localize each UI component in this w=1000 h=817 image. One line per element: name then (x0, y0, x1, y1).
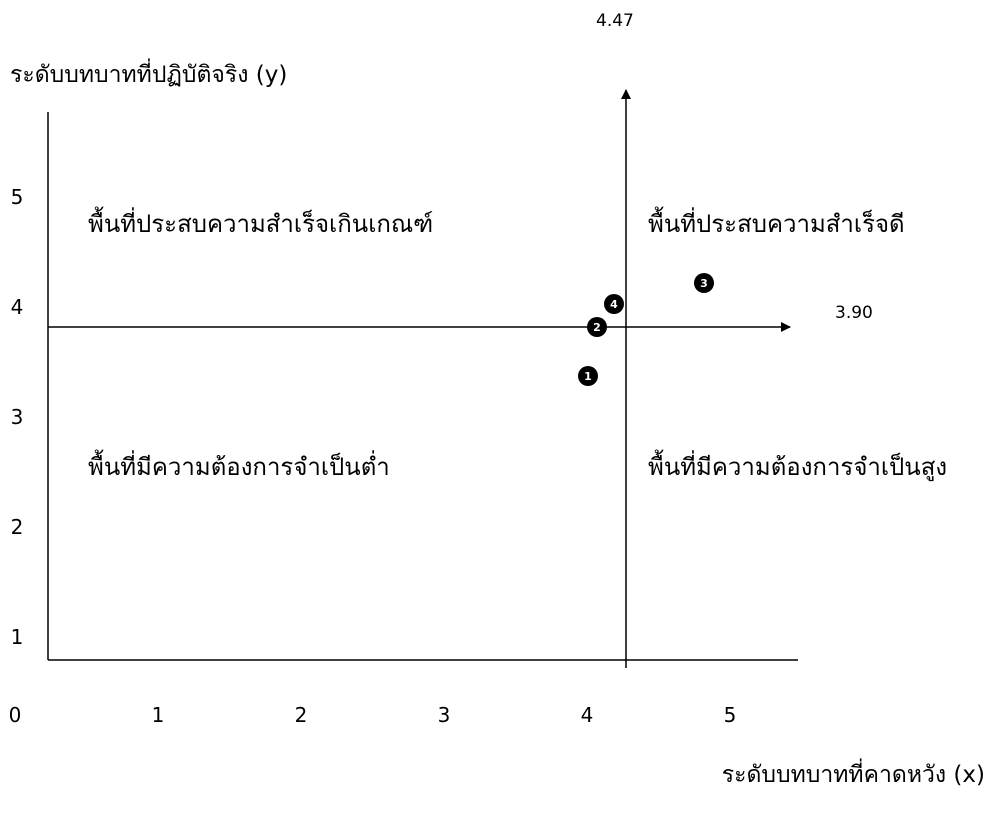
x-tick-label: 4 (581, 703, 594, 727)
x-tick-label: 0 (9, 703, 22, 727)
data-point-label: 1 (584, 370, 592, 383)
data-point-4: 4 (604, 294, 624, 314)
data-point-2: 2 (587, 317, 607, 337)
data-point-marker (587, 317, 607, 337)
tick-labels: 0 1 2 3 4 5 1 2 3 4 5 (9, 185, 737, 727)
quadrant-bottom-left: พื้นที่มีความต้องการจำเป็นต่ำ (88, 449, 390, 481)
x-tick-label: 5 (724, 703, 737, 727)
x-tick-label: 1 (152, 703, 165, 727)
data-point-label: 4 (610, 298, 618, 311)
y-tick-label: 3 (11, 405, 24, 429)
data-point-1: 1 (578, 366, 598, 386)
quadrant-top-left: พื้นที่ประสบความสำเร็จเกินเกณฑ์ (88, 206, 433, 238)
data-point-marker (694, 273, 714, 293)
data-point-marker (604, 294, 624, 314)
y-tick-label: 1 (11, 625, 24, 649)
data-point-label: 3 (700, 277, 708, 290)
quadrant-bottom-right: พื้นที่มีความต้องการจำเป็นสูง (648, 449, 947, 482)
y-tick-label: 5 (11, 185, 24, 209)
x-mean-label: 4.47 (596, 11, 634, 31)
data-point-marker (578, 366, 598, 386)
x-tick-label: 2 (295, 703, 308, 727)
data-point-3: 3 (694, 273, 714, 293)
y-tick-label: 2 (11, 515, 24, 539)
y-mean-label: 3.90 (835, 303, 873, 323)
x-axis-title: ระดับบทบาทที่คาดหวัง (x) (722, 758, 985, 788)
quadrant-top-right: พื้นที่ประสบความสำเร็จดี (648, 206, 905, 238)
y-tick-label: 4 (11, 295, 24, 319)
data-point-label: 2 (593, 321, 601, 334)
data-points: 1 2 3 4 (578, 273, 714, 386)
x-tick-label: 3 (438, 703, 451, 727)
y-axis-title: ระดับบทบาทที่ปฏิบัติจริง (y) (10, 58, 287, 88)
